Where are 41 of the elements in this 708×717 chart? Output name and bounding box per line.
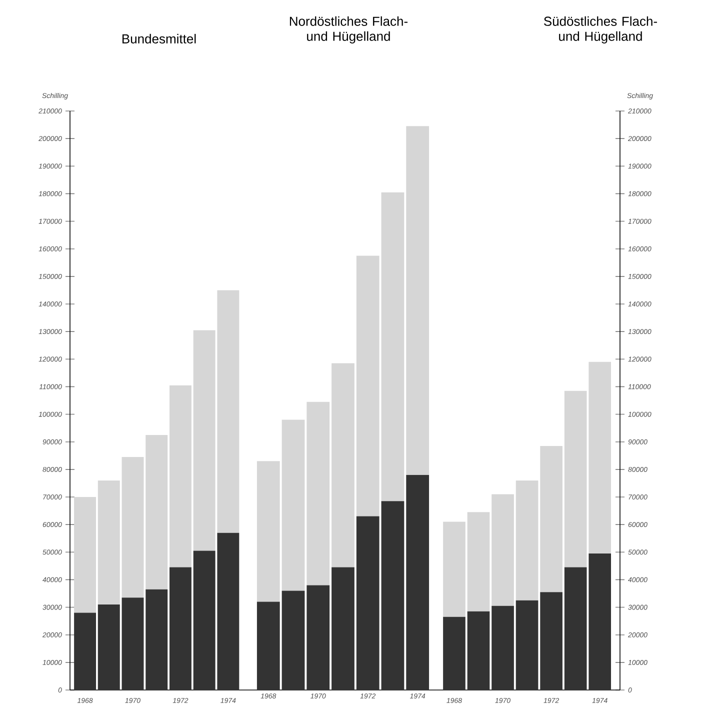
bar bbox=[122, 457, 144, 598]
bar bbox=[146, 589, 168, 690]
bar bbox=[146, 434, 168, 590]
bar bbox=[540, 446, 562, 592]
bar bbox=[467, 512, 490, 612]
bar bbox=[540, 592, 562, 690]
bar bbox=[282, 590, 305, 690]
bar bbox=[306, 402, 330, 586]
bar bbox=[170, 385, 192, 568]
bar bbox=[406, 126, 430, 475]
bar bbox=[98, 480, 120, 605]
bar bbox=[564, 567, 587, 690]
bar bbox=[564, 390, 587, 568]
bar bbox=[443, 616, 466, 690]
bar bbox=[381, 501, 404, 690]
bar bbox=[282, 420, 305, 591]
bar bbox=[406, 474, 430, 690]
bar bbox=[356, 516, 380, 690]
bar bbox=[516, 480, 538, 600]
bar bbox=[74, 496, 96, 613]
bar bbox=[256, 461, 280, 602]
bar bbox=[492, 494, 514, 606]
bar bbox=[588, 554, 612, 690]
bar bbox=[356, 256, 380, 516]
bar bbox=[306, 585, 330, 690]
chart-title: Südöstliches Flach- und Hügelland bbox=[544, 16, 657, 44]
chart-title: Bundesmittel bbox=[122, 34, 196, 44]
bar bbox=[467, 611, 490, 690]
bar bbox=[443, 522, 466, 617]
bar bbox=[332, 567, 354, 690]
bar bbox=[332, 363, 354, 568]
bar bbox=[516, 600, 538, 690]
bar bbox=[381, 192, 404, 502]
bar bbox=[256, 602, 280, 690]
bar bbox=[170, 567, 192, 690]
bar bbox=[588, 362, 612, 554]
bar bbox=[122, 598, 144, 690]
bar bbox=[492, 606, 514, 690]
bar bbox=[98, 604, 120, 690]
chart-title: Nordöstliches Flach- und Hügelland bbox=[290, 16, 408, 44]
bar bbox=[74, 612, 96, 690]
